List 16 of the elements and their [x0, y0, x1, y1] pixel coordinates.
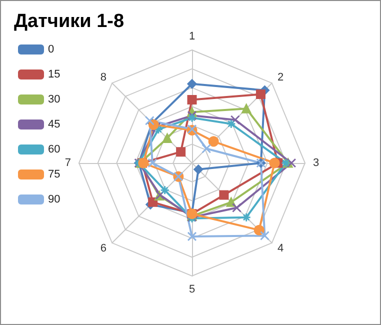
spoke-label: 4 [278, 242, 284, 255]
spoke-label: 6 [100, 242, 106, 255]
spoke-label: 5 [188, 284, 196, 296]
legend-label: 15 [48, 68, 60, 80]
chart-title: Датчики 1-8 [14, 11, 124, 32]
legend-label: 45 [48, 118, 60, 130]
legend-label: 90 [48, 194, 60, 206]
legend-label: 30 [48, 94, 60, 106]
spoke-label: 1 [188, 30, 196, 42]
spoke-label: 7 [64, 157, 71, 169]
legend-label: 0 [48, 44, 54, 56]
legend-label: 75 [48, 168, 60, 180]
legend-label: 60 [48, 144, 60, 156]
spoke-label: 8 [100, 71, 106, 84]
spoke-label: 3 [313, 157, 320, 169]
spoke-label: 2 [278, 71, 284, 84]
